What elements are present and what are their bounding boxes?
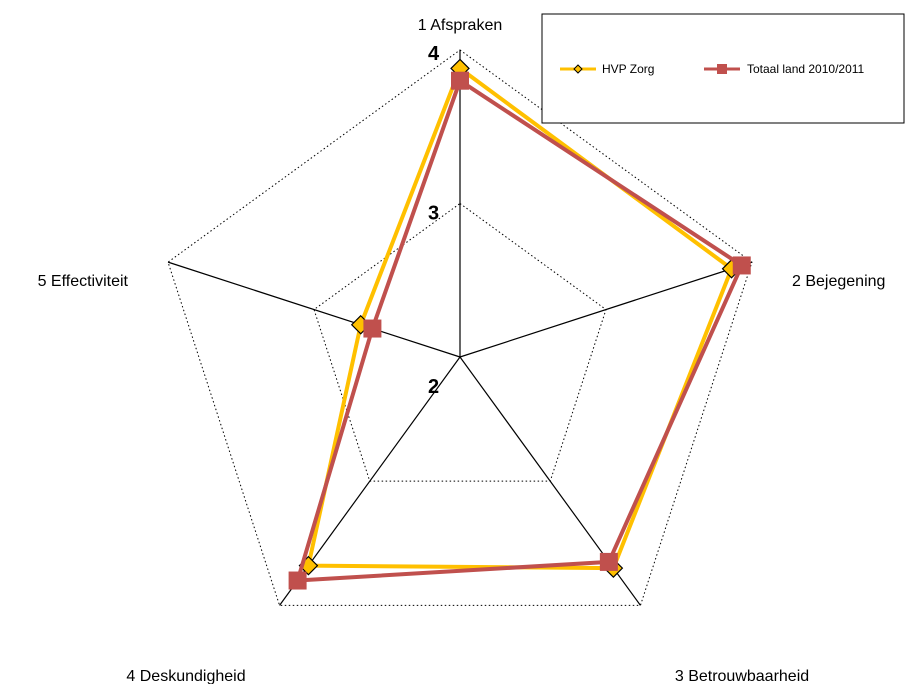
legend-label: Totaal land 2010/2011 [747, 62, 865, 76]
series-line [295, 78, 744, 583]
radar-grid [167, 49, 753, 606]
axis-label-4: 4 Deskundigheid [126, 668, 245, 684]
axis-label-3: 3 Betrouwbaarheid [675, 668, 809, 684]
axis-labels: 1 Afspraken 2 Bejegening 3 Betrouwbaarheid… [38, 17, 886, 684]
radar-spokes [167, 50, 753, 606]
legend-label: HVP Zorg [602, 62, 654, 76]
series-1 [298, 58, 742, 578]
data-point [363, 319, 382, 338]
legend-item-1: HVP Zorg [560, 62, 654, 76]
legend: HVP Zorg Totaal land 2010/2011 [541, 13, 905, 124]
tick-labels: 2 3 4 [428, 43, 440, 398]
legend-item-2: Totaal land 2010/2011 [704, 62, 865, 76]
data-point [732, 256, 751, 275]
axis-label-1: 1 Afspraken [418, 17, 503, 34]
gridline-4 [167, 49, 753, 606]
legend-marker [573, 64, 583, 74]
series-2 [288, 71, 751, 590]
tick-label-3: 3 [428, 203, 439, 225]
data-point [288, 571, 307, 590]
legend-marker [717, 64, 727, 74]
axis-label-2: 2 Bejegening [792, 273, 885, 290]
radar-series [288, 58, 751, 590]
tick-label-2: 2 [428, 376, 439, 398]
data-point [451, 71, 469, 90]
axis-label-5: 5 Effectiviteit [38, 273, 129, 290]
spoke-5 [167, 261, 461, 358]
spoke-2 [459, 261, 753, 358]
tick-label-4: 4 [428, 43, 440, 65]
data-point [599, 552, 618, 571]
series-line [306, 66, 734, 571]
